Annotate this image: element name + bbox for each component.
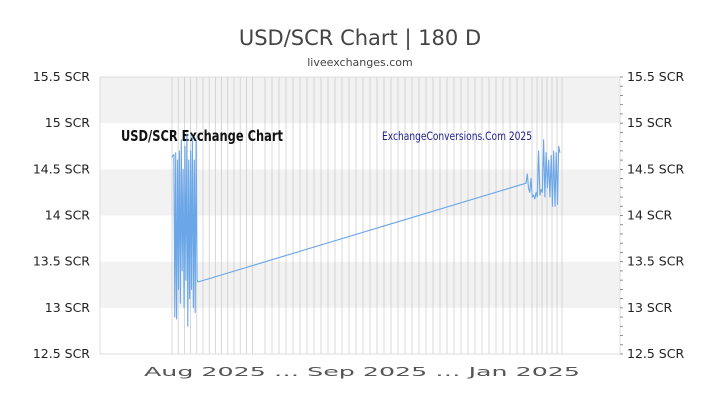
x-tick-labels: Aug 2025 … Sep 2025 … Jan 2025: [144, 364, 580, 379]
y-tick-label-right: 15.5 SCR: [627, 69, 684, 84]
y-tick-label-right: 13.5 SCR: [627, 254, 684, 269]
y-tick-label-right: 14 SCR: [627, 208, 673, 223]
y-tick-label-right: 14.5 SCR: [627, 161, 684, 176]
watermark-left: USD/SCR Exchange Chart: [121, 127, 283, 145]
y-tick-label-left: 15.5 SCR: [33, 69, 90, 84]
chart-subtitle: liveexchanges.com: [307, 56, 413, 69]
chart-title: USD/SCR Chart | 180 D: [238, 26, 482, 50]
y-tick-label-left: 12.5 SCR: [33, 346, 90, 361]
y-tick-label-left: 14 SCR: [45, 208, 91, 223]
y-tick-label-left: 14.5 SCR: [33, 161, 90, 176]
y-band: [100, 261, 620, 308]
y-band: [100, 77, 620, 124]
y-tick-label-left: 15 SCR: [45, 115, 91, 130]
y-tick-label-right: 12.5 SCR: [627, 346, 684, 361]
y-tick-label-left: 13.5 SCR: [33, 254, 90, 269]
y-band: [100, 307, 620, 354]
y-tick-label-left: 13 SCR: [45, 300, 91, 315]
y-tick-label-right: 13 SCR: [627, 300, 673, 315]
watermark-right: ExchangeConversions.Com 2025: [382, 129, 532, 143]
y-tick-label-right: 15 SCR: [627, 115, 673, 130]
series-line: [171, 133, 561, 327]
